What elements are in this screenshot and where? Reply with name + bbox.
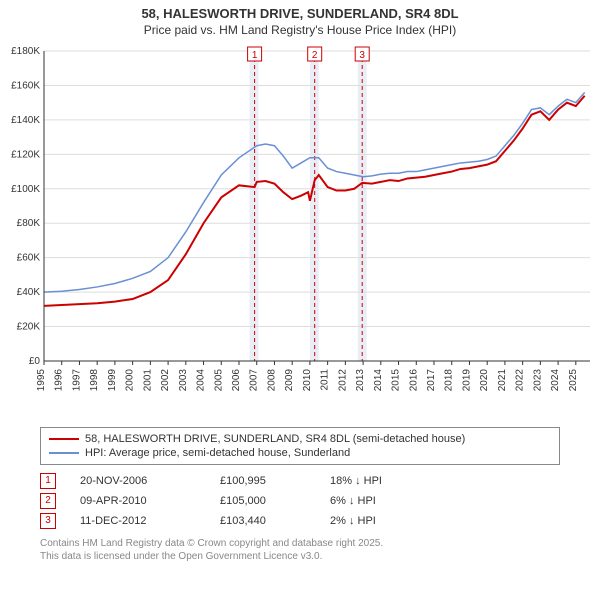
sale-date: 09-APR-2010 <box>80 495 220 507</box>
svg-text:2023: 2023 <box>532 368 543 391</box>
svg-text:£100K: £100K <box>11 184 40 195</box>
sale-price: £103,440 <box>220 515 330 527</box>
svg-text:£60K: £60K <box>17 253 41 264</box>
svg-text:2018: 2018 <box>444 368 455 391</box>
sale-marker-3: 3 <box>40 513 56 529</box>
svg-text:2019: 2019 <box>461 368 472 391</box>
svg-text:2016: 2016 <box>408 368 419 391</box>
svg-text:2009: 2009 <box>284 368 295 391</box>
sale-price: £100,995 <box>220 475 330 487</box>
svg-text:£40K: £40K <box>17 287 41 298</box>
svg-text:£0: £0 <box>29 356 41 367</box>
legend-swatch-hpi <box>49 452 79 454</box>
svg-text:2000: 2000 <box>125 368 136 391</box>
svg-text:2003: 2003 <box>178 368 189 391</box>
svg-text:£140K: £140K <box>11 115 40 126</box>
legend-swatch-price-paid <box>49 438 79 440</box>
svg-text:1: 1 <box>252 50 258 61</box>
svg-text:2025: 2025 <box>568 368 579 391</box>
chart-title-line2: Price paid vs. HM Land Registry's House … <box>0 23 600 41</box>
svg-text:2015: 2015 <box>391 368 402 391</box>
svg-text:2007: 2007 <box>249 368 260 391</box>
svg-text:2020: 2020 <box>479 368 490 391</box>
svg-text:1999: 1999 <box>107 368 118 391</box>
sale-marker-2: 2 <box>40 493 56 509</box>
sale-price: £105,000 <box>220 495 330 507</box>
svg-text:2001: 2001 <box>142 368 153 391</box>
svg-text:2013: 2013 <box>355 368 366 391</box>
svg-text:2024: 2024 <box>550 368 561 391</box>
svg-text:2004: 2004 <box>196 368 207 391</box>
svg-text:1997: 1997 <box>71 368 82 391</box>
svg-text:2008: 2008 <box>266 368 277 391</box>
sales-table: 1 20-NOV-2006 £100,995 18% ↓ HPI 2 09-AP… <box>40 471 560 531</box>
svg-text:3: 3 <box>359 50 365 61</box>
svg-text:1996: 1996 <box>54 368 65 391</box>
svg-text:2014: 2014 <box>373 368 384 391</box>
legend-label-price-paid: 58, HALESWORTH DRIVE, SUNDERLAND, SR4 8D… <box>85 433 465 445</box>
svg-text:2006: 2006 <box>231 368 242 391</box>
price-chart: £0 £20K £40K £60K £80K £100K £120K £140K £160K £1… <box>0 41 600 421</box>
attribution: Contains HM Land Registry data © Crown c… <box>40 537 560 563</box>
sale-marker-1: 1 <box>40 473 56 489</box>
chart-legend: 58, HALESWORTH DRIVE, SUNDERLAND, SR4 8D… <box>40 427 560 465</box>
attribution-line1: Contains HM Land Registry data © Crown c… <box>40 537 560 550</box>
sale-date: 11-DEC-2012 <box>80 515 220 527</box>
svg-text:2005: 2005 <box>213 368 224 391</box>
svg-text:1998: 1998 <box>89 368 100 391</box>
svg-text:2011: 2011 <box>320 368 331 390</box>
svg-text:2017: 2017 <box>426 368 437 391</box>
sale-delta: 18% ↓ HPI <box>330 475 430 487</box>
svg-text:2010: 2010 <box>302 368 313 391</box>
chart-title-line1: 58, HALESWORTH DRIVE, SUNDERLAND, SR4 8D… <box>0 0 600 23</box>
svg-text:£80K: £80K <box>17 218 41 229</box>
svg-text:£120K: £120K <box>11 149 40 160</box>
attribution-line2: This data is licensed under the Open Gov… <box>40 550 560 563</box>
svg-text:2021: 2021 <box>497 368 508 391</box>
svg-text:£20K: £20K <box>17 321 41 332</box>
svg-text:2012: 2012 <box>337 368 348 391</box>
table-row: 1 20-NOV-2006 £100,995 18% ↓ HPI <box>40 471 560 491</box>
table-row: 2 09-APR-2010 £105,000 6% ↓ HPI <box>40 491 560 511</box>
svg-text:1995: 1995 <box>36 368 47 391</box>
svg-text:2022: 2022 <box>515 368 526 391</box>
legend-row-hpi: HPI: Average price, semi-detached house,… <box>49 446 551 460</box>
svg-text:2002: 2002 <box>160 368 171 391</box>
sale-delta: 6% ↓ HPI <box>330 495 430 507</box>
sale-date: 20-NOV-2006 <box>80 475 220 487</box>
svg-text:£160K: £160K <box>11 80 40 91</box>
legend-row-price-paid: 58, HALESWORTH DRIVE, SUNDERLAND, SR4 8D… <box>49 432 551 446</box>
sale-delta: 2% ↓ HPI <box>330 515 430 527</box>
table-row: 3 11-DEC-2012 £103,440 2% ↓ HPI <box>40 511 560 531</box>
legend-label-hpi: HPI: Average price, semi-detached house,… <box>85 447 350 459</box>
svg-text:2: 2 <box>312 50 318 61</box>
svg-text:£180K: £180K <box>11 46 40 57</box>
